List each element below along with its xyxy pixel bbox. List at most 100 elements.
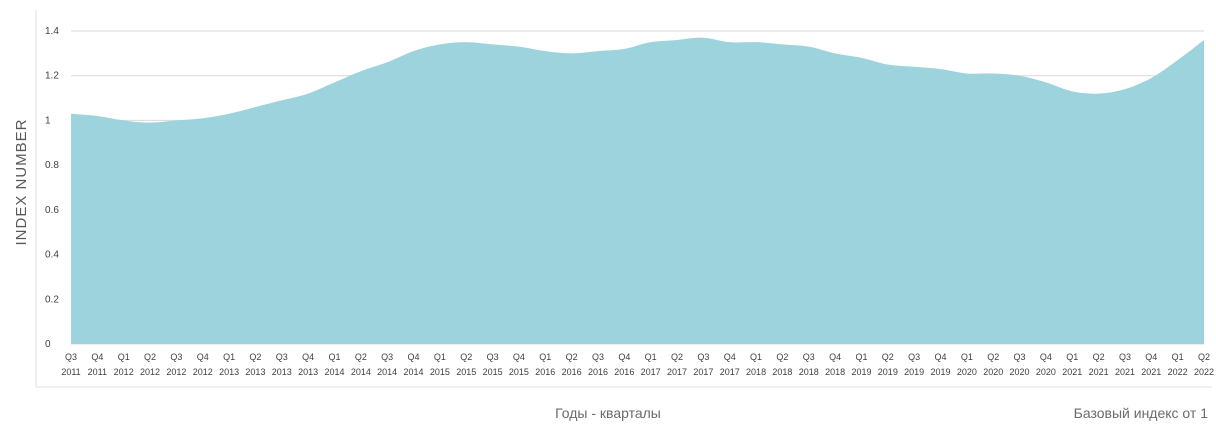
x-tick-year: 2022	[1168, 367, 1188, 377]
x-tick-quarter: Q3	[697, 352, 709, 362]
x-tick-quarter: Q3	[170, 352, 182, 362]
x-tick-quarter: Q2	[882, 352, 894, 362]
x-tick-labels: Q3 2011 Q4 2011 Q1 2012 Q2 2012 Q3 2012 Q4 2012 Q1 20…	[61, 352, 1214, 377]
y-tick-label: 0.4	[45, 250, 59, 261]
x-tick-quarter: Q1	[328, 352, 340, 362]
x-tick-year: 2015	[456, 367, 476, 377]
x-tick-quarter: Q4	[829, 352, 841, 362]
x-tick-quarter: Q3	[65, 352, 77, 362]
y-tick-label: 1.4	[45, 26, 59, 37]
area-chart: 00.20.40.60.811.21.4 Q32011Q42011Q12012Q…	[13, 10, 1214, 388]
x-tick-year: 2016	[588, 367, 608, 377]
x-tick-quarter: Q2	[566, 352, 578, 362]
x-tick-year: 2012	[140, 367, 160, 377]
x-tick-quarter: Q1	[961, 352, 973, 362]
x-tick-quarter: Q3	[1119, 352, 1131, 362]
x-tick-year: 2017	[693, 367, 713, 377]
x-tick-year: 2018	[772, 367, 792, 377]
x-tick-quarter: Q1	[223, 352, 235, 362]
x-tick-year: 2012	[114, 367, 134, 377]
x-tick-quarter: Q2	[355, 352, 367, 362]
x-tick-year: 2018	[825, 367, 845, 377]
x-tick-year: 2015	[483, 367, 503, 377]
x-tick-year: 2020	[1010, 367, 1030, 377]
x-tick-year: 2016	[614, 367, 634, 377]
x-tick-year: 2013	[298, 367, 318, 377]
y-tick-label: 1	[45, 115, 51, 126]
x-tick-year: 2019	[904, 367, 924, 377]
area-series	[71, 37, 1204, 344]
x-tick-year: 2014	[404, 367, 424, 377]
x-tick-quarter: Q4	[302, 352, 314, 362]
x-tick-year: 2016	[535, 367, 555, 377]
x-tick-quarter: Q2	[144, 352, 156, 362]
x-tick-year: 2014	[351, 367, 371, 377]
x-tick-quarter: Q1	[118, 352, 130, 362]
y-tick-label: 0	[45, 339, 51, 350]
x-tick-quarter: Q3	[1014, 352, 1026, 362]
y-axis-label: INDEX NUMBER	[13, 118, 30, 245]
x-tick-year: 2017	[720, 367, 740, 377]
base-index-note: Базовый индекс от 1	[1073, 405, 1208, 421]
x-tick-year: 2021	[1062, 367, 1082, 377]
x-tick-quarter: Q1	[1172, 352, 1184, 362]
x-tick-year: 2022	[1194, 367, 1214, 377]
x-tick-quarter: Q1	[645, 352, 657, 362]
x-tick-quarter: Q3	[381, 352, 393, 362]
x-tick-year: 2018	[799, 367, 819, 377]
x-tick-year: 2020	[1036, 367, 1056, 377]
x-tick-year: 2013	[272, 367, 292, 377]
y-tick-label: 0.8	[45, 160, 59, 171]
x-tick-year: 2021	[1141, 367, 1161, 377]
x-tick-year: 2013	[219, 367, 239, 377]
x-tick-quarter: Q3	[592, 352, 604, 362]
x-tick-quarter: Q3	[803, 352, 815, 362]
x-tick-year: 2021	[1089, 367, 1109, 377]
x-tick-year: 2012	[166, 367, 186, 377]
x-tick-quarter: Q2	[460, 352, 472, 362]
x-tick-year: 2018	[746, 367, 766, 377]
area-layer	[71, 37, 1204, 344]
x-tick-year: 2021	[1115, 367, 1135, 377]
x-tick-quarter: Q4	[724, 352, 736, 362]
x-tick-year: 2017	[641, 367, 661, 377]
x-tick-quarter: Q2	[671, 352, 683, 362]
x-tick-quarter: Q2	[249, 352, 261, 362]
x-tick-year: 2016	[562, 367, 582, 377]
x-tick-quarter: Q2	[1093, 352, 1105, 362]
x-tick-year: 2015	[509, 367, 529, 377]
chart-frame: 0 0.2 0.4 0.6 0.8 1 1.2 1.4 Q3 2011 Q4 2011 Q1 2012 Q…	[13, 10, 1214, 388]
x-tick-year: 2014	[324, 367, 344, 377]
x-tick-quarter: Q4	[935, 352, 947, 362]
y-tick-label: 0.2	[45, 294, 59, 305]
x-tick-quarter: Q4	[1145, 352, 1157, 362]
x-tick-year: 2015	[430, 367, 450, 377]
x-tick-year: 2011	[61, 367, 80, 377]
x-tick-year: 2012	[193, 367, 213, 377]
y-tick-label: 1.2	[45, 71, 59, 82]
x-tick-quarter: Q4	[197, 352, 209, 362]
x-tick-quarter: Q2	[1198, 352, 1210, 362]
x-tick-quarter: Q2	[776, 352, 788, 362]
x-tick-year: 2013	[245, 367, 265, 377]
x-tick-year: 2019	[878, 367, 898, 377]
y-tick-label: 0.6	[45, 205, 59, 216]
x-tick-quarter: Q4	[513, 352, 525, 362]
x-tick-year: 2020	[957, 367, 977, 377]
x-tick-quarter: Q1	[539, 352, 551, 362]
x-tick-quarter: Q4	[408, 352, 420, 362]
x-tick-year: 2011	[88, 367, 107, 377]
x-tick-quarter: Q1	[434, 352, 446, 362]
x-tick-quarter: Q3	[276, 352, 288, 362]
x-tick-year: 2014	[377, 367, 397, 377]
x-tick-quarter: Q4	[618, 352, 630, 362]
x-tick-quarter: Q3	[487, 352, 499, 362]
x-tick-quarter: Q4	[1040, 352, 1052, 362]
x-tick-year: 2020	[983, 367, 1003, 377]
y-tick-labels: 0 0.2 0.4 0.6 0.8 1 1.2 1.4	[45, 26, 59, 350]
x-tick-quarter: Q1	[855, 352, 867, 362]
x-tick-quarter: Q1	[1066, 352, 1078, 362]
x-tick-quarter: Q1	[750, 352, 762, 362]
x-tick-quarter: Q4	[91, 352, 103, 362]
x-tick-quarter: Q2	[987, 352, 999, 362]
